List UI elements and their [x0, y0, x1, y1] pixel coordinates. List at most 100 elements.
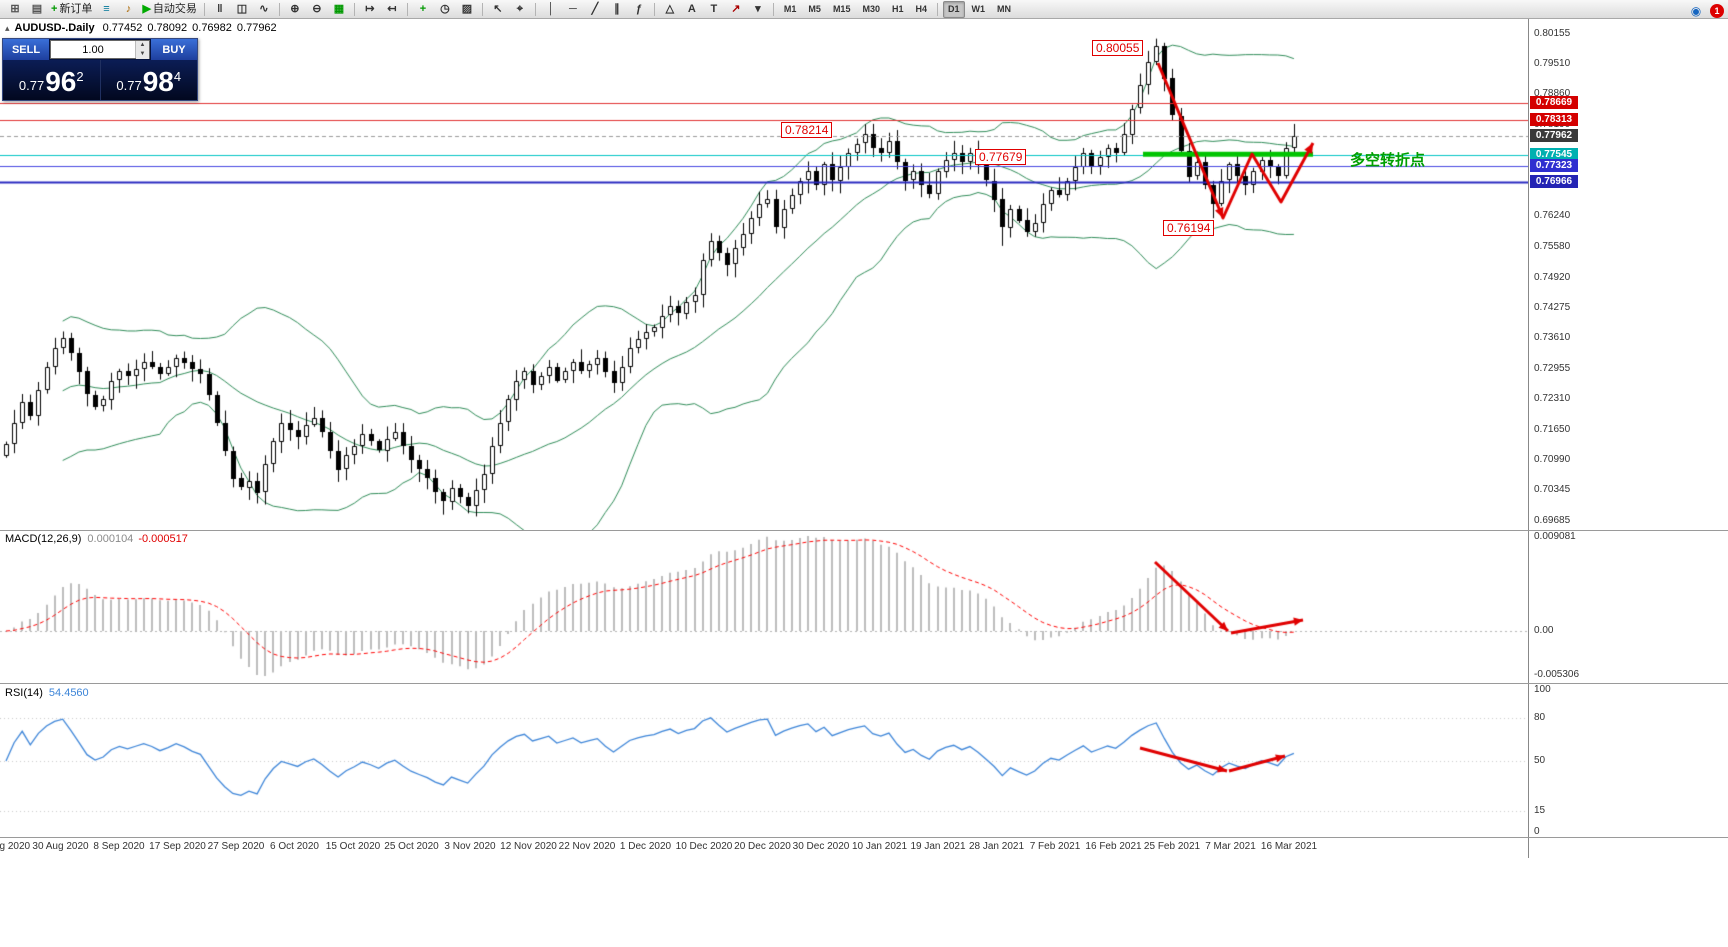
trendline-icon[interactable]: ╱: [591, 3, 599, 15]
toolbar-separator: [353, 2, 355, 16]
chart-shift-icon[interactable]: ↤: [387, 3, 397, 15]
x-axis-label: 27 Sep 2020: [207, 841, 265, 852]
macd-title: MACD(12,26,9) 0.000104 -0.000517: [5, 533, 188, 545]
price-badge: 0.77323: [1530, 158, 1578, 172]
sell-button[interactable]: SELL: [3, 39, 49, 60]
volume-stepper: ▲ ▼: [135, 41, 149, 59]
x-axis-label: 7 Mar 2021: [1205, 841, 1256, 852]
horizontal-line-icon[interactable]: ─: [569, 3, 577, 15]
indicator-axis-label: -0.005306: [1534, 669, 1580, 680]
new-chart-icon[interactable]: ⊞: [10, 3, 20, 15]
vertical-line-icon[interactable]: │: [547, 3, 555, 15]
timeframe-toolbar: M1 M5 M15 M30 H1 H4 D1 W1 MN: [778, 0, 1017, 18]
fibonacci-icon[interactable]: ƒ: [635, 3, 642, 15]
alerts-sound-icon[interactable]: ♪: [125, 3, 132, 15]
rsi-panel[interactable]: [0, 684, 1528, 837]
macd-panel[interactable]: [0, 530, 1528, 682]
panel-separator: [0, 837, 1728, 838]
timeframe-m1-button[interactable]: M1: [783, 3, 797, 14]
price-annotation[interactable]: 0.77679: [975, 149, 1027, 166]
top-toolbar: ⊞ ▤ + 新订单 ≡ ♪ ▶ 自动交易 ‖ ◫ ∿ ⊕ ⊖ ▦ ↦ ↤ + ◷ ▨ ↖ ⌖ │ ─ ╱ ∥ ƒ △ A T ↗ ▾ M1 M…: [0, 0, 1728, 19]
x-axis-label: 16 Mar 2021: [1260, 841, 1318, 852]
indicators-add-icon[interactable]: +: [419, 3, 427, 15]
line-chart-icon[interactable]: ∿: [259, 3, 269, 15]
x-axis-label: 25 Oct 2020: [384, 841, 439, 852]
crosshair-icon[interactable]: ⌖: [516, 3, 523, 15]
cursor-icon[interactable]: ↖: [493, 3, 503, 15]
sell-price-display: 0.77 96 2: [3, 60, 101, 100]
price-axis[interactable]: 0.801550.795100.788600.781900.762400.755…: [1528, 19, 1728, 858]
timeframe-d1-button[interactable]: D1: [943, 0, 965, 18]
channel-icon[interactable]: ∥: [614, 3, 620, 15]
timeframe-h4-button[interactable]: H4: [915, 3, 927, 14]
community-icon[interactable]: ◉: [1690, 4, 1702, 18]
toolbar-separator: [203, 2, 205, 16]
buy-button[interactable]: BUY: [151, 39, 197, 60]
price-annotation[interactable]: 0.76194: [1163, 220, 1215, 237]
text-icon[interactable]: A: [687, 3, 696, 15]
auto-scroll-icon[interactable]: ↦: [365, 3, 375, 15]
bar-chart-icon[interactable]: ‖: [217, 3, 223, 15]
arrows-tool-icon[interactable]: ↗: [731, 3, 741, 15]
price-badge: 0.76966: [1530, 175, 1578, 189]
zoom-out-icon[interactable]: ⊖: [312, 3, 322, 15]
y-axis-label: 0.71650: [1534, 423, 1571, 435]
main-chart[interactable]: [0, 19, 1528, 530]
candlestick-chart-icon[interactable]: ◫: [236, 3, 248, 15]
toolbar-separator: [772, 2, 774, 16]
timeframe-mn-button[interactable]: MN: [997, 3, 1012, 14]
x-axis-label: 25 Feb 2021: [1143, 841, 1201, 852]
y-axis-label: 0.78860: [1534, 88, 1571, 100]
y-axis-label: 0.74275: [1534, 301, 1571, 313]
volume-input[interactable]: [51, 41, 135, 58]
volume-decrease-button[interactable]: ▼: [136, 50, 149, 59]
toolbar-separator: [534, 2, 536, 16]
toolbar-separator: [653, 2, 655, 16]
templates-icon[interactable]: ▨: [461, 3, 473, 15]
price-badge: 0.78313: [1530, 112, 1578, 126]
toolbar-separator: [406, 2, 408, 16]
label-icon[interactable]: T: [710, 3, 718, 15]
objects-dropdown-icon[interactable]: ▾: [755, 3, 761, 15]
shapes-icon[interactable]: △: [665, 3, 675, 15]
panel-separator[interactable]: [0, 530, 1728, 531]
rsi-title: RSI(14) 54.4560: [5, 687, 89, 699]
new-order-button[interactable]: + 新订单: [51, 3, 93, 15]
toolbar-separator: [278, 2, 280, 16]
market-depth-icon[interactable]: ≡: [103, 3, 110, 15]
y-axis-label: 0.76240: [1534, 210, 1571, 222]
timeframe-m30-button[interactable]: M30: [862, 3, 880, 14]
notifications-badge[interactable]: 1: [1710, 4, 1724, 18]
timeframe-m5-button[interactable]: M5: [808, 3, 821, 14]
y-axis-label: 0.74920: [1534, 271, 1571, 283]
tile-windows-icon[interactable]: ▦: [333, 3, 345, 15]
volume-increase-button[interactable]: ▲: [136, 41, 149, 50]
timeframe-h1-button[interactable]: H1: [891, 3, 904, 14]
timeframe-w1-button[interactable]: W1: [971, 3, 986, 14]
macd-main-value: 0.000104: [87, 533, 134, 545]
toolbar-right-icons: ◉ 1: [1685, 2, 1724, 20]
indicator-axis-label: 80: [1534, 712, 1546, 724]
ohlc-close: 0.77962: [236, 22, 277, 34]
periods-icon[interactable]: ◷: [440, 3, 450, 15]
turning-point-label[interactable]: 多空转折点: [1350, 151, 1426, 169]
symbol-title: AUDUSD-.Daily: [14, 22, 95, 34]
x-axis-label: 30 Aug 2020: [32, 841, 89, 852]
price-annotation[interactable]: 0.80055: [1092, 39, 1144, 56]
ohlc-low: 0.76982: [192, 22, 232, 34]
chart-profiles-icon[interactable]: ▤: [31, 3, 43, 15]
y-axis-label: 0.72310: [1534, 392, 1571, 404]
zoom-in-icon[interactable]: ⊕: [290, 3, 300, 15]
ohlc-high: 0.78092: [147, 22, 188, 34]
chart-collapse-icon[interactable]: ▴: [5, 23, 10, 33]
autotrading-button[interactable]: ▶ 自动交易: [142, 3, 197, 15]
panel-separator[interactable]: [0, 683, 1728, 684]
x-axis-label: 10 Jan 2021: [851, 841, 908, 852]
y-axis-label: 0.72955: [1534, 362, 1571, 374]
x-axis-label: 30 Dec 2020: [792, 841, 850, 852]
price-annotation[interactable]: 0.78214: [781, 122, 833, 139]
timeframe-m15-button[interactable]: M15: [832, 3, 851, 14]
